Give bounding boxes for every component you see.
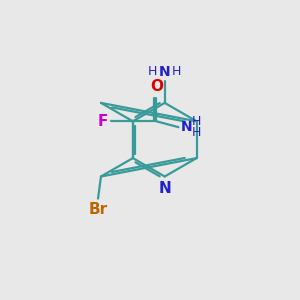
Text: Br: Br — [88, 202, 108, 217]
Text: F: F — [98, 114, 108, 129]
Text: N: N — [158, 181, 171, 196]
Text: H: H — [148, 65, 158, 78]
Text: H: H — [192, 116, 201, 128]
Text: H: H — [172, 65, 182, 78]
Text: N: N — [181, 120, 193, 134]
Text: H: H — [192, 126, 201, 139]
Text: N: N — [159, 65, 170, 79]
Text: O: O — [150, 79, 163, 94]
